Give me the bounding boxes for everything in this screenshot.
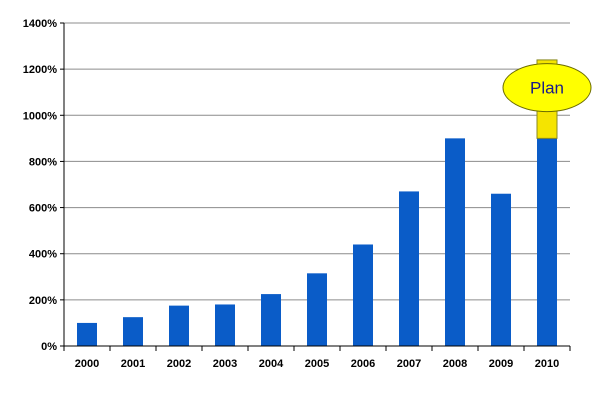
bars	[77, 59, 558, 346]
y-tick-label: 200%	[29, 295, 57, 307]
bar-2002	[169, 305, 189, 346]
y-tick-label: 0%	[41, 341, 57, 353]
plan-callout	[502, 63, 592, 113]
grid-lines	[64, 22, 570, 301]
annotations: Plan	[502, 63, 592, 113]
bar-2006	[353, 244, 373, 346]
y-tick-label: 400%	[29, 249, 57, 261]
x-tick-label: 2000	[75, 358, 99, 370]
bar-2003	[215, 304, 235, 346]
x-tick-label: 2010	[535, 358, 559, 370]
x-tick-label: 2009	[489, 358, 513, 370]
y-tick-label: 1000%	[23, 110, 57, 122]
bar-2004	[261, 294, 281, 346]
bar-2007	[399, 191, 419, 346]
x-tick-label: 2007	[397, 358, 421, 370]
x-tick-label: 2006	[351, 358, 375, 370]
bar-2001	[123, 317, 143, 346]
x-tick-label: 2002	[167, 358, 191, 370]
x-axis-ticks: 2000 2001 2002 2003 2004 2005 2006 2007 2008 2009…	[63, 346, 571, 370]
x-tick-label: 2005	[305, 358, 329, 370]
bar-2009	[491, 193, 511, 346]
y-axis-ticks: 0% 200% 400% 600% 800% 1000% 1200% 1400%	[23, 18, 64, 353]
bar-2010	[537, 138, 557, 346]
x-tick-label: 2003	[213, 358, 237, 370]
y-tick-label: 800%	[29, 156, 57, 168]
y-tick-label: 600%	[29, 203, 57, 215]
bar-2005	[307, 273, 327, 346]
plan-label: Plan	[530, 79, 564, 98]
x-tick-label: 2004	[259, 358, 284, 370]
bar-2000	[77, 322, 97, 346]
y-tick-label: 1400%	[23, 18, 57, 30]
x-tick-label: 2008	[443, 358, 467, 370]
x-tick-label: 2001	[121, 358, 145, 370]
axes	[63, 23, 570, 347]
bar-2008	[445, 138, 465, 346]
y-tick-label: 1200%	[23, 64, 57, 76]
